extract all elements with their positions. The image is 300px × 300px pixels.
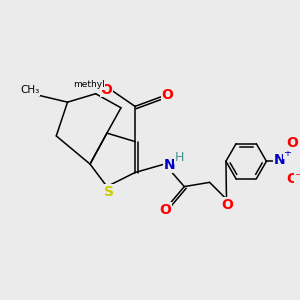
Text: N: N [164,158,175,172]
Text: O: O [161,88,173,102]
Text: H: H [175,151,184,164]
Text: S: S [104,184,114,199]
Text: N: N [274,153,286,167]
Text: O: O [100,82,112,97]
Text: O: O [222,198,234,212]
Text: +: + [283,148,291,158]
Text: O: O [160,203,171,217]
Text: O: O [286,136,298,150]
Text: ⁻: ⁻ [295,169,300,187]
Text: CH₃: CH₃ [20,85,39,95]
Text: methyl: methyl [73,80,104,89]
Text: O: O [286,172,298,186]
